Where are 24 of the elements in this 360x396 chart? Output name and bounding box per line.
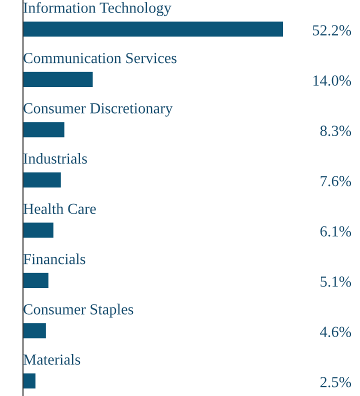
data-label: 4.6% <box>320 326 352 338</box>
data-label: 2.5% <box>320 376 352 388</box>
bar <box>23 373 36 388</box>
bar <box>23 323 46 338</box>
data-label: 14.0% <box>313 75 352 86</box>
bar <box>23 172 61 188</box>
y-tick-label: Financials <box>23 253 86 264</box>
y-tick-label: Consumer Staples <box>24 304 134 318</box>
y-tick-label: Materials <box>23 354 80 365</box>
bar <box>23 272 48 288</box>
bar <box>23 72 93 87</box>
data-label: 6.1% <box>320 226 352 237</box>
data-label: 7.6% <box>320 176 352 186</box>
y-tick-label: Health Care <box>23 203 96 214</box>
bar <box>23 22 283 37</box>
y-tick-label: Communication Services <box>24 52 176 64</box>
y-tick-label: Consumer Discretionary <box>24 103 173 117</box>
y-tick-label: Industrials <box>24 152 87 164</box>
data-label: 8.3% <box>320 126 352 136</box>
bar <box>23 222 54 238</box>
y-tick-label: Information Technology <box>24 2 172 16</box>
data-label: 52.2% <box>313 25 352 36</box>
bar <box>23 122 64 138</box>
data-label: 5.1% <box>320 276 352 287</box>
